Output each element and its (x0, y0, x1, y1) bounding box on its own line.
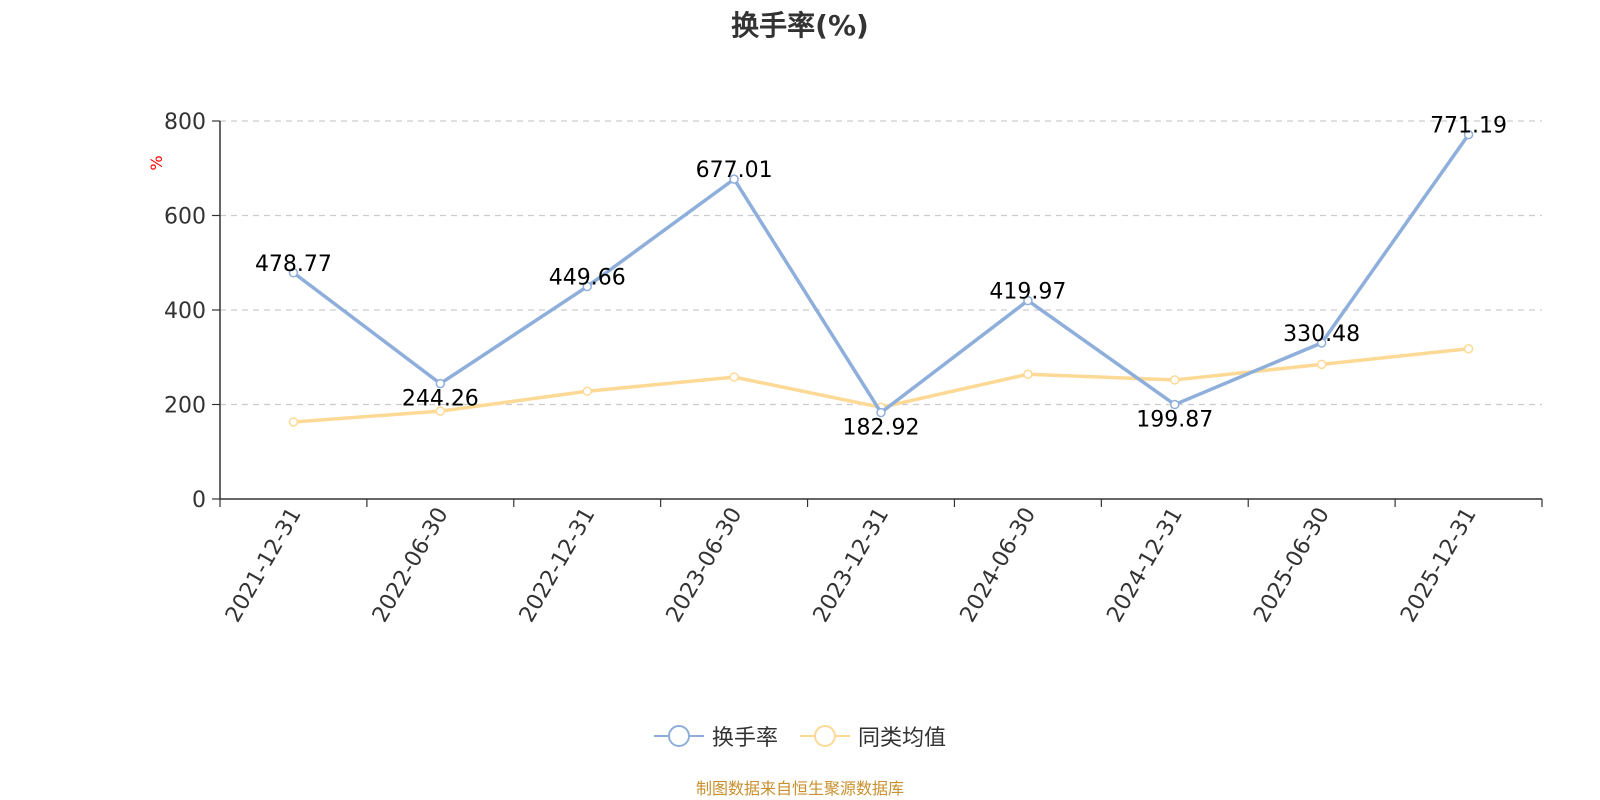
data-label: 449.66 (549, 266, 626, 291)
data-point-turnover (582, 281, 592, 292)
legend-label-peer-average: 同类均值 (858, 726, 947, 751)
data-label: 330.48 (1283, 322, 1360, 347)
data-point-turnover (876, 407, 886, 418)
data-label: 771.19 (1430, 114, 1507, 139)
data-point-turnover (1463, 129, 1474, 140)
legend: 换手率 同类均值 (0, 720, 1600, 752)
data-label: 182.92 (843, 416, 920, 441)
data-point-turnover (729, 174, 739, 184)
data-label: 478.77 (255, 252, 332, 277)
legend-item-turnover[interactable]: 换手率 (653, 720, 778, 752)
x-tick-label: 2022-12-31 (515, 504, 601, 627)
data-label: 199.87 (1136, 408, 1213, 433)
x-tick-label: 2024-06-30 (956, 504, 1042, 627)
data-point-peer-average (1463, 343, 1474, 354)
data-label: 419.97 (989, 280, 1066, 305)
y-tick-label: 800 (164, 110, 206, 135)
data-point-peer-average (435, 406, 446, 416)
x-tick-label: 2025-12-31 (1396, 504, 1482, 627)
legend-item-peer-average[interactable]: 同类均值 (800, 720, 946, 752)
data-point-peer-average (582, 386, 592, 397)
x-tick-label: 2022-06-30 (368, 504, 454, 627)
x-tick-label: 2024-12-31 (1102, 504, 1188, 627)
x-tick-label: 2023-12-31 (809, 504, 895, 627)
series-line-turnover (292, 133, 1470, 415)
data-point-turnover (1170, 399, 1180, 410)
x-tick-label: 2025-06-30 (1249, 504, 1335, 627)
legend-label-turnover: 换手率 (711, 726, 778, 751)
data-label: 244.26 (402, 387, 479, 412)
x-tick-label: 2021-12-31 (221, 504, 307, 627)
data-point-peer-average (1170, 375, 1180, 385)
data-point-peer-average (729, 372, 739, 382)
y-tick-label: 0 (192, 488, 206, 513)
data-point-turnover (1023, 295, 1033, 306)
x-tick-label: 2023-06-30 (662, 504, 748, 627)
y-axis-label: % (147, 155, 166, 170)
y-tick-label: 200 (164, 394, 206, 419)
data-point-turnover (1316, 338, 1327, 348)
chart-title: 换手率(%) (731, 9, 869, 42)
legend-marker-turnover (653, 725, 704, 747)
data-point-turnover (435, 378, 446, 389)
data-point-peer-average (1023, 369, 1033, 380)
y-tick-label: 400 (164, 299, 206, 324)
data-point-turnover (288, 268, 299, 278)
legend-marker-peer-average (800, 725, 850, 747)
data-source-note: 制图数据来自恒生聚源数据库 (695, 779, 904, 798)
y-tick-label: 600 (164, 205, 206, 230)
data-label: 677.01 (696, 158, 773, 183)
data-point-peer-average (1316, 359, 1327, 370)
data-point-peer-average (288, 417, 299, 427)
